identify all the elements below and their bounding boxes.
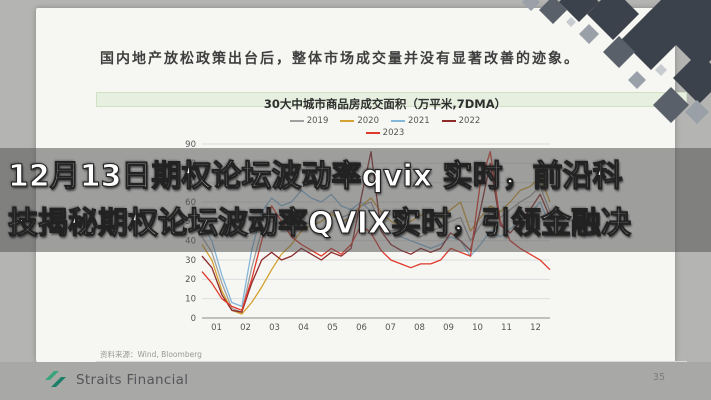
svg-text:90: 90: [185, 140, 196, 150]
headline-text: 国内地产放松政策出台后，整体市场成交量并没有显著改善的迹象。: [100, 51, 580, 67]
legend-label: 2021: [408, 116, 430, 126]
legend-label: 2020: [357, 116, 379, 126]
svg-text:10: 10: [185, 294, 196, 304]
brand-logo-icon: [45, 371, 66, 387]
svg-text:08: 08: [414, 323, 425, 333]
highlight-band: [96, 92, 687, 107]
svg-text:10: 10: [472, 323, 483, 333]
svg-text:20: 20: [185, 275, 196, 285]
svg-text:09: 09: [443, 323, 454, 333]
svg-text:02: 02: [240, 323, 251, 333]
svg-text:11: 11: [501, 323, 512, 333]
legend-item-2020: 2020: [340, 116, 379, 126]
chart-legend: 2019 2020 2021 2022 2023: [270, 116, 500, 138]
svg-text:0: 0: [191, 314, 196, 324]
svg-text:03: 03: [269, 323, 280, 333]
legend-swatch-icon: [289, 120, 304, 122]
legend-label: 2019: [306, 116, 329, 126]
legend-swatch-icon: [391, 120, 405, 122]
legend-item-2021: 2021: [391, 116, 430, 126]
legend-label: 2022: [458, 116, 481, 126]
banner-line-2: 技揭秘期权论坛波动率QVIX实时，引领金融决: [7, 205, 632, 241]
banner-line-1: 12月13日期权论坛波动率qvix 实时，前沿科: [7, 158, 623, 194]
corner-pattern-decoration: [522, 0, 711, 124]
svg-text:06: 06: [356, 323, 367, 333]
brand-logo: Straits Financial: [44, 370, 188, 390]
svg-text:04: 04: [298, 323, 309, 333]
footer-divider: [96, 361, 687, 362]
legend-item-2019: 2019: [289, 116, 329, 126]
news-banner-overlay: 12月13日期权论坛波动率qvix 实时，前沿科 技揭秘期权论坛波动率QVIX实…: [0, 148, 711, 252]
svg-text:30: 30: [185, 256, 196, 266]
chart-title: 30大中城市商品房成交面积（万平米,7DMA）: [263, 97, 507, 111]
footer-band: Straits Financial 35: [0, 362, 711, 400]
svg-text:07: 07: [385, 323, 396, 333]
brand-name: Straits Financial: [76, 372, 189, 388]
legend-item-2022: 2022: [441, 116, 481, 126]
legend-swatch-icon: [365, 132, 380, 134]
svg-text:01: 01: [211, 323, 222, 333]
legend-swatch-icon: [441, 120, 456, 122]
svg-text:12: 12: [530, 323, 541, 333]
legend-item-2023: 2023: [365, 128, 405, 138]
svg-text:05: 05: [327, 323, 338, 333]
page-number: 35: [652, 372, 665, 383]
source-note: 资料来源：Wind, Bloomberg: [100, 350, 202, 359]
legend-label: 2023: [382, 128, 405, 138]
legend-swatch-icon: [340, 120, 355, 122]
